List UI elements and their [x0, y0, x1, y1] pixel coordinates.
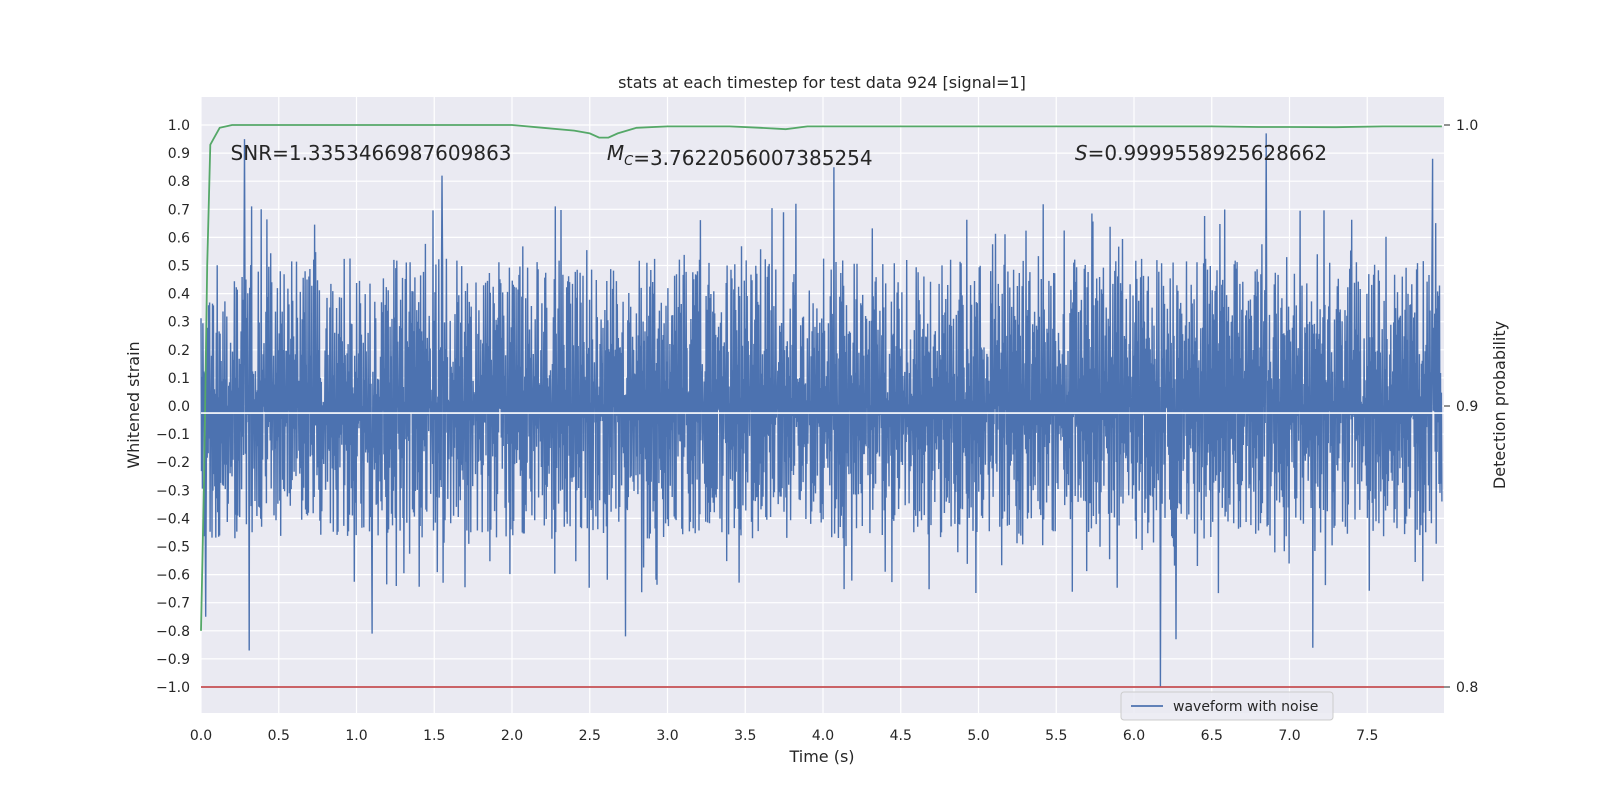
- y-tick-label: −0.4: [156, 511, 190, 527]
- y2-axis-title: Detection probability: [1490, 321, 1509, 489]
- y-tick-label: 0.1: [168, 371, 190, 387]
- legend-box: [1120, 691, 1334, 721]
- x-tick-label: 5.5: [1045, 728, 1067, 744]
- y-tick-label: 0.9: [168, 146, 190, 162]
- reference-lines: [201, 412, 1444, 688]
- x-tick-label: 1.0: [345, 728, 367, 744]
- y-tick-label: −0.7: [156, 596, 190, 612]
- x-tick-label: 6.0: [1123, 728, 1145, 744]
- y-tick-label: −0.8: [156, 624, 190, 640]
- stat-annotation: S=0.9999558925628662: [1075, 141, 1327, 165]
- x-tick-label: 2.0: [501, 728, 523, 744]
- y-tick-label: −0.2: [156, 455, 190, 471]
- x-tick-label: 0.0: [190, 728, 212, 744]
- y-tick-label: −0.1: [156, 427, 190, 443]
- y-tick-label: −0.9: [156, 652, 190, 668]
- y2-tick-label: 0.9: [1456, 399, 1478, 415]
- x-tick-label: 5.0: [967, 728, 989, 744]
- x-tick-label: 0.5: [268, 728, 290, 744]
- stat-annotation: MC=3.7622056007385254: [607, 141, 873, 170]
- annotations: SNR=1.3353466987609863 MC=3.7622056007385…: [231, 141, 1328, 170]
- x-tick-label: 7.5: [1356, 728, 1378, 744]
- y-tick-label: 0.4: [168, 287, 190, 303]
- x-tick-label: 2.5: [579, 728, 601, 744]
- y-tick-label: 0.7: [168, 202, 190, 218]
- y-tick-label: 0.2: [168, 343, 190, 359]
- y-tick-label: 0.8: [168, 174, 190, 190]
- x-tick-label: 6.5: [1201, 728, 1223, 744]
- chart-title: stats at each timestep for test data 924…: [618, 73, 1026, 92]
- x-tick-label: 1.5: [423, 728, 445, 744]
- stat-annotation: SNR=1.3353466987609863: [231, 141, 512, 165]
- y-tick-label: 0.0: [168, 399, 190, 415]
- y-tick-label: 0.6: [168, 230, 190, 246]
- legend: waveform with noise: [1120, 691, 1334, 721]
- x-tick-label: 4.5: [890, 728, 912, 744]
- detection-probability-series: [200, 124, 1442, 631]
- legend-label: waveform with noise: [1173, 699, 1318, 715]
- x-tick-label: 3.5: [734, 728, 756, 744]
- y-tick-label: 0.3: [168, 315, 190, 331]
- y-axis-title: Whitened strain: [124, 341, 143, 468]
- series-layer: [200, 124, 1443, 688]
- y-tick-label: −0.6: [156, 568, 190, 584]
- x-tick-label: 7.0: [1278, 728, 1300, 744]
- y-tick-label: −0.5: [156, 540, 190, 556]
- waveform-series: [200, 133, 1443, 688]
- x-tick-label: 3.0: [656, 728, 678, 744]
- x-axis-title: Time (s): [788, 747, 854, 766]
- y-tick-label: −1.0: [156, 680, 190, 696]
- axes: 0.0 0.5 1.0 1.5 2.0 2.5 3.0 3.5 4.0 4.5 5.0 5.5 6.0 6…: [156, 118, 1478, 744]
- y-tick-label: −0.3: [156, 483, 190, 499]
- y2-tick-label: 1.0: [1456, 118, 1478, 134]
- y-tick-label: 0.5: [168, 259, 190, 275]
- x-tick-label: 4.0: [812, 728, 834, 744]
- y-tick-label: 1.0: [168, 118, 190, 134]
- y2-tick-label: 0.8: [1456, 680, 1478, 696]
